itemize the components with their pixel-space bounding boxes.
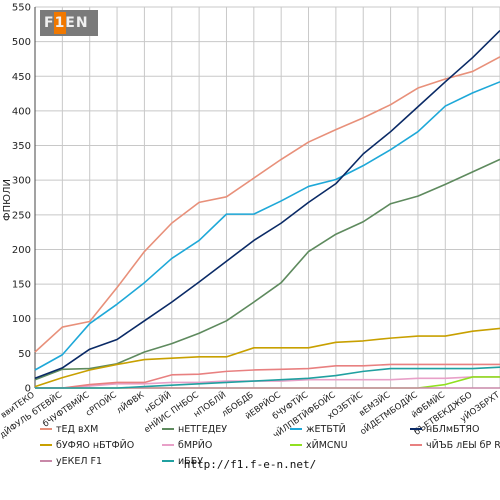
legend-item: уЕКЕЛ F1 [40,454,102,468]
x-tick-label: сРПОЙС [83,389,119,419]
legend-label: нЕТГЕДЕУ [178,423,228,435]
legend-swatch [162,444,174,446]
y-tick-label: 100 [12,314,31,325]
legend-label: жЕТБТЙ [306,423,346,435]
f1en-logo: F1EN [40,10,98,36]
legend-label: бМРЙО [178,439,213,451]
y-tick-label: 500 [12,37,31,48]
y-tick-label: 250 [12,210,31,221]
legend-item: тЕД вХМ [40,422,98,436]
legend-item: иББУ [162,454,203,468]
series-line [34,81,500,371]
legend-label: иББУ [178,455,203,467]
y-tick-label: 550 [12,3,31,14]
legend-label: нБЛмБТЯО [426,423,480,435]
series-line [34,29,500,380]
legend-swatch [410,444,422,446]
legend-swatch [290,428,302,430]
legend-swatch [40,428,52,430]
legend-swatch [290,444,302,446]
logo-text: F1EN [44,15,89,31]
legend-swatch [162,428,174,430]
y-tick-label: 200 [12,245,31,256]
y-tick-label: 0 [25,384,31,395]
legend-swatch [40,460,52,462]
legend-swatch [162,460,174,462]
y-tick-label: 400 [12,106,31,117]
legend-label: уЕКЕЛ F1 [56,455,103,467]
legend-item: хЙМСNU [290,438,348,452]
logo-graphic [40,10,98,36]
legend-swatch [40,444,52,446]
legend-item: нБЛмБТЯО [410,422,479,436]
y-axis-title: ФПЮЛИ [2,179,13,221]
series-line [35,363,500,389]
legend: тЕД вХМ нЕТГЕДЕУ жЕТБТЙ нБЛмБТЯО бУФЯО нБТФЙ… [0,422,500,474]
series-line [34,56,500,353]
legend-label: бУФЯО нБТФЙО [56,439,135,451]
y-tick-label: 300 [12,176,31,187]
legend-item: нЕТГЕДЕУ [162,422,227,436]
legend-item: бУФЯО нБТФЙО [40,438,134,452]
legend-label: хЙМСNU [306,439,348,451]
legend-swatch [410,428,422,430]
legend-item: чЙЪБ лЕЫ бР RB [410,438,500,452]
y-tick-label: 350 [12,141,31,152]
legend-item: бМРЙО [162,438,212,452]
legend-label: чЙЪБ лЕЫ бР RB [426,439,500,451]
series-line [34,158,500,381]
y-tick-label: 450 [12,72,31,83]
legend-label: тЕД вХМ [56,423,99,435]
series-line [35,366,500,389]
y-tick-label: 150 [12,280,31,291]
x-tick-label: лЙФВК [114,389,146,417]
series-line [34,327,500,388]
footer-url: http://f1.f-e-n.net/ [183,458,317,471]
legend-item: жЕТБТЙ [290,422,346,436]
y-tick-label: 50 [18,349,31,360]
